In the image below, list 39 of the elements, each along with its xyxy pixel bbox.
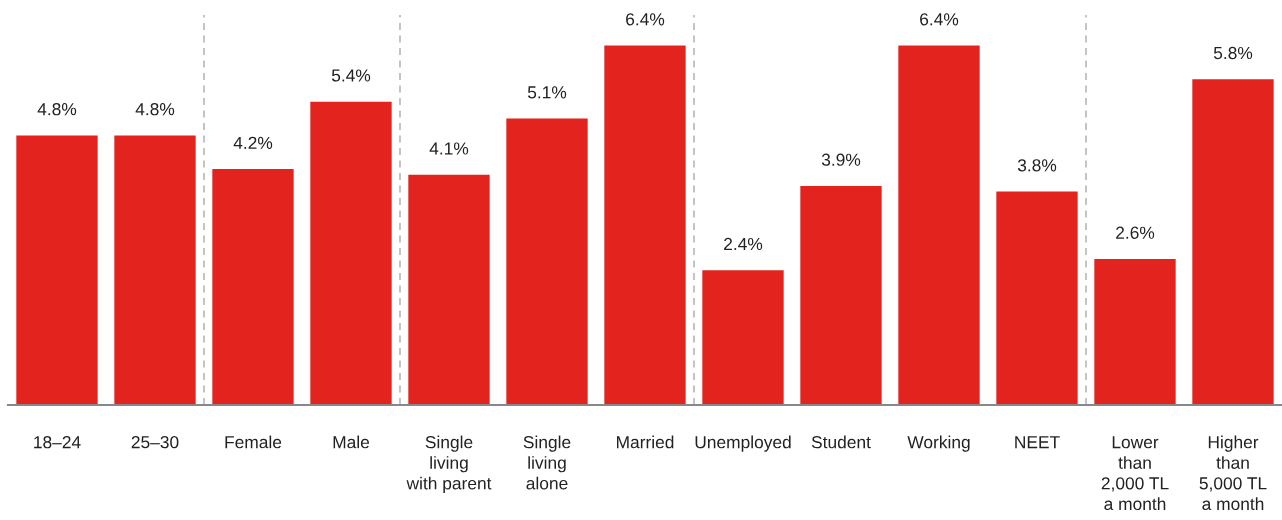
data-label: 4.8% xyxy=(37,103,77,116)
data-label: 6.4% xyxy=(626,13,665,26)
data-label: 5.8% xyxy=(1213,46,1253,60)
data-label: 3.9% xyxy=(821,153,861,166)
data-label: 2.4% xyxy=(724,237,763,251)
bar xyxy=(898,45,980,405)
x-tick-label: Married xyxy=(617,435,674,449)
bar xyxy=(800,185,882,405)
data-label: 4.2% xyxy=(233,136,273,149)
bar xyxy=(212,169,294,405)
bar xyxy=(16,135,98,405)
bar xyxy=(996,191,1078,405)
x-tick-label: Female xyxy=(225,435,282,449)
x-tick-label: Single living alone xyxy=(523,435,571,490)
bar xyxy=(506,118,588,405)
data-label: 5.1% xyxy=(527,86,567,99)
bar xyxy=(1094,258,1176,405)
x-tick-label: Higher than 5,000 TL a month xyxy=(1199,435,1267,511)
bar xyxy=(1192,79,1274,405)
x-tick-label: Working xyxy=(907,435,970,452)
data-label: 4.1% xyxy=(429,142,469,155)
x-tick-label: Single living with parent xyxy=(406,435,492,493)
bar xyxy=(310,101,392,405)
data-label: 5.4% xyxy=(331,69,371,82)
data-label: 3.8% xyxy=(1017,159,1057,172)
bar xyxy=(114,135,196,405)
bar xyxy=(604,45,686,405)
data-label: 6.4% xyxy=(920,13,959,26)
bar xyxy=(702,270,784,405)
x-tick-label: Unemployed xyxy=(695,435,791,452)
x-tick-label: NEET xyxy=(1015,436,1060,449)
x-tick-label: 18–24 xyxy=(34,436,81,449)
data-label: 2.6% xyxy=(1116,226,1155,239)
x-tick-label: Male xyxy=(333,435,370,449)
x-tick-label: 25–30 xyxy=(131,436,179,449)
data-label: 4.8% xyxy=(135,103,175,116)
x-tick-label: Lower than 2,000 TL a month xyxy=(1101,436,1169,511)
bar xyxy=(408,174,490,405)
x-tick-label: Student xyxy=(811,435,871,449)
